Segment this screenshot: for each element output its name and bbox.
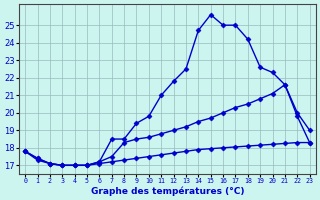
X-axis label: Graphe des températures (°C): Graphe des températures (°C) <box>91 186 244 196</box>
